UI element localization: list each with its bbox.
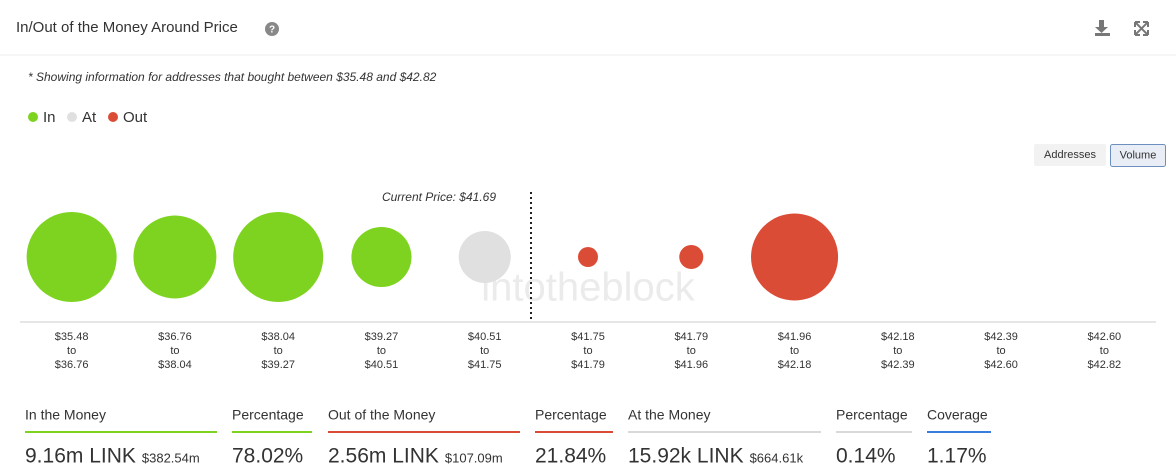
summary-subvalue: $664.61k <box>750 450 804 465</box>
legend-swatch <box>108 112 118 122</box>
summary-subvalue: $107.09m <box>445 450 503 465</box>
summary-label: Coverage <box>927 407 988 423</box>
toggle-label[interactable]: Addresses <box>1044 149 1096 161</box>
bubble <box>26 212 117 302</box>
x-tick-label: $41.75 to $41.79 <box>571 331 605 371</box>
legend-label: At <box>82 109 97 126</box>
help-icon[interactable]: ? <box>265 22 279 36</box>
summary-value: 21.84% <box>535 445 606 468</box>
x-tick-label: $41.79 to $41.96 <box>674 331 708 371</box>
toggle-volume[interactable] <box>1110 144 1166 167</box>
watermark: intotheblock <box>481 266 695 310</box>
widget-title: In/Out of the Money Around Price <box>16 19 238 36</box>
x-tick-label: $42.39 to $42.60 <box>984 331 1018 371</box>
x-tick-label: $38.04 to $39.27 <box>261 331 295 371</box>
toggle-label[interactable]: Volume <box>1120 149 1157 161</box>
x-tick-label: $39.27 to $40.51 <box>365 331 399 371</box>
bubble <box>679 244 704 270</box>
bubble <box>133 215 217 299</box>
legend-swatch <box>28 112 38 122</box>
summary-value: 1.17% <box>927 445 987 468</box>
bubble <box>458 230 511 284</box>
bubble <box>578 247 598 267</box>
summary-label: Percentage <box>836 407 908 423</box>
bubble <box>351 226 412 288</box>
x-tick-label: $42.18 to $42.39 <box>881 331 915 371</box>
summary-subvalue: $382.54m <box>142 450 200 465</box>
x-tick-label: $41.96 to $42.18 <box>778 331 812 371</box>
summary-label: Percentage <box>232 407 304 423</box>
summary-value: 15.92k LINK <box>628 445 744 468</box>
summary-value: 9.16m LINK <box>25 445 136 468</box>
summary-value: 2.56m LINK <box>328 445 439 468</box>
legend-swatch <box>67 112 77 122</box>
summary-label: At the Money <box>628 407 711 423</box>
summary-value: 78.02% <box>232 445 303 468</box>
bubble <box>233 212 324 302</box>
download-icon[interactable] <box>1095 20 1110 36</box>
legend-label: Out <box>123 109 148 126</box>
note: * Showing information for addresses that… <box>28 70 437 84</box>
svg-text:?: ? <box>269 25 275 36</box>
legend-label: In <box>43 109 56 126</box>
bubble <box>751 213 839 301</box>
x-tick-label: $35.48 to $36.76 <box>55 331 89 371</box>
x-tick-label: $40.51 to $41.75 <box>468 331 502 371</box>
x-tick-label: $42.60 to $42.82 <box>1088 331 1122 371</box>
annotation: Current Price: $41.69 <box>382 190 496 204</box>
summary-value: 0.14% <box>836 445 896 468</box>
summary-label: Out of the Money <box>328 407 435 423</box>
summary-label: Percentage <box>535 407 607 423</box>
toggle-addresses[interactable] <box>1034 144 1106 166</box>
expand-icon[interactable] <box>1134 21 1149 36</box>
x-tick-label: $36.76 to $38.04 <box>158 331 192 371</box>
summary-label: In the Money <box>25 407 106 423</box>
